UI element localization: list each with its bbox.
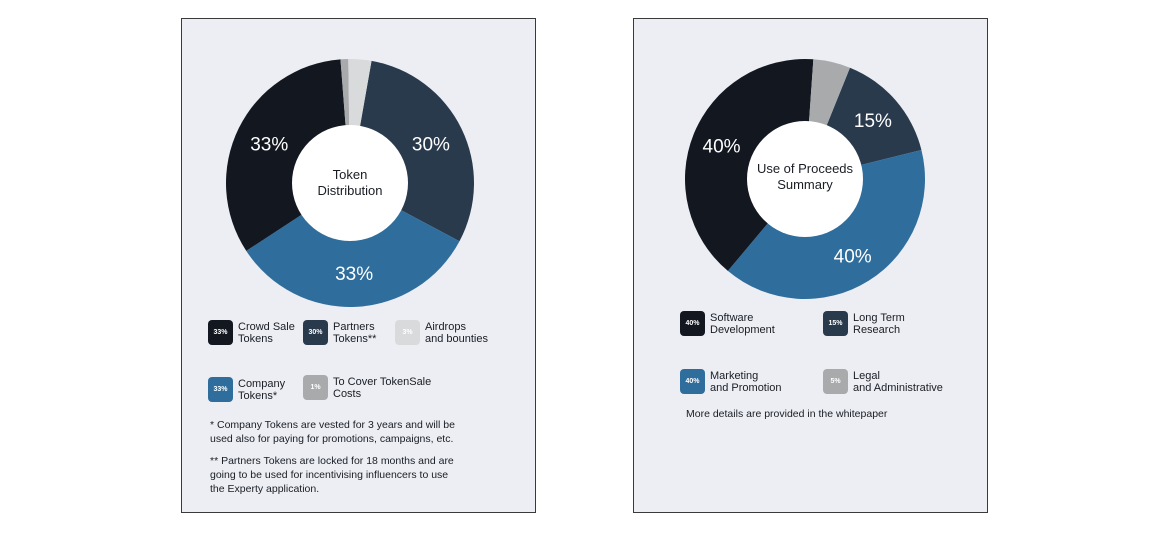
use-of-proceeds-card: 15% 40% 40% Use of Proceeds Summary 40% So… <box>633 18 988 513</box>
legend-label: Research <box>853 323 901 336</box>
legend-swatch: 3% <box>395 320 420 345</box>
legend-label: Long Term <box>853 311 905 324</box>
legend-label: Software <box>710 311 754 324</box>
center-title-line2: Summary <box>777 177 833 192</box>
legend-label: Marketing <box>710 369 759 382</box>
legend-label: Crowd Sale <box>238 320 295 333</box>
slice-company-tokens <box>246 183 460 307</box>
center-title-line2: Distribution <box>317 183 382 198</box>
legend-label: Tokens* <box>238 389 278 402</box>
legend-label: and Administrative <box>853 381 943 394</box>
whitepaper-note: More details are provided in the whitepa… <box>686 408 888 420</box>
donut-center <box>292 125 408 241</box>
legend-partners: 30% Partners Tokens** <box>303 320 376 345</box>
footnote-line: used also for paying for promotions, cam… <box>210 433 454 445</box>
footnote-line: the Experty application. <box>210 483 320 495</box>
legend-long-term-research: 15% Long Term Research <box>823 311 905 336</box>
legend-swatch: 30% <box>303 320 328 345</box>
use-of-proceeds-donut: 15% 40% 40% Use of Proceeds Summary <box>685 58 925 299</box>
footnote-line: going to be used for incentivising influ… <box>210 469 449 481</box>
legend-label: and Promotion <box>710 381 782 394</box>
legend-company: 33% Company Tokens* <box>208 377 285 402</box>
legend-swatch: 40% <box>680 369 705 394</box>
legend-label: Legal <box>853 369 880 382</box>
legend-marketing-promotion: 40% Marketing and Promotion <box>680 369 782 394</box>
legend-label: and bounties <box>425 332 488 345</box>
legend-label: Tokens** <box>333 332 377 345</box>
slice-label-company-tokens: 33% <box>335 264 373 285</box>
token-distribution-donut: 30% 33% 33% Token Distribution <box>226 59 474 307</box>
slice-label-marketing-and-promotion: 40% <box>834 246 872 267</box>
footnote-partners-tokens: ** Partners Tokens are locked for 18 mon… <box>210 454 454 496</box>
legend-crowd-sale: 33% Crowd Sale Tokens <box>208 320 295 345</box>
token-distribution-card: 30% 33% 33% Token Distribution 33% Crowd S… <box>181 18 536 513</box>
slice-label-long-term-research: 15% <box>854 111 892 132</box>
legend-label: Company <box>238 377 286 390</box>
center-title-line1: Token <box>333 167 368 182</box>
legend-swatch: 5% <box>823 369 848 394</box>
legend-label: Partners <box>333 320 375 333</box>
legend-label: Development <box>710 323 775 336</box>
legend-label: To Cover TokenSale <box>333 375 432 388</box>
legend-software-development: 40% Software Development <box>680 311 775 336</box>
slice-label-partners-tokens: 30% <box>412 135 450 156</box>
legend-label: Costs <box>333 387 362 400</box>
legend-swatch: 33% <box>208 377 233 402</box>
legend-swatch: 15% <box>823 311 848 336</box>
legend-swatch: 40% <box>680 311 705 336</box>
center-title-line1: Use of Proceeds <box>757 161 854 176</box>
legend-label: Airdrops <box>425 320 466 333</box>
slice-label-software-development: 40% <box>703 136 741 157</box>
legend-legal-administrative: 5% Legal and Administrative <box>823 369 943 394</box>
legend-swatch: 33% <box>208 320 233 345</box>
legend-swatch: 1% <box>303 375 328 400</box>
legend-label: Tokens <box>238 332 273 345</box>
footnote-line: ** Partners Tokens are locked for 18 mon… <box>210 455 454 467</box>
slice-label-crowd-sale-tokens: 33% <box>250 134 288 155</box>
footnote-company-tokens: * Company Tokens are vested for 3 years … <box>210 418 455 446</box>
footnote-line: * Company Tokens are vested for 3 years … <box>210 419 455 431</box>
legend-tokensale-costs: 1% To Cover TokenSale Costs <box>303 375 431 400</box>
donut-center <box>747 121 863 237</box>
legend-airdrops: 3% Airdrops and bounties <box>395 320 488 345</box>
